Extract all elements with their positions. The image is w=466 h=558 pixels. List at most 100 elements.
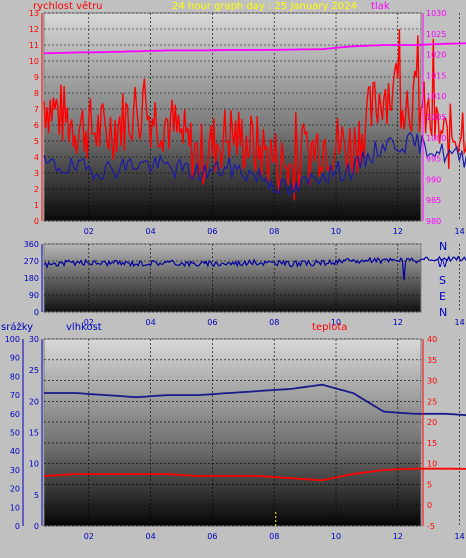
wind-tick-label: 5 <box>34 137 39 146</box>
x-tick-label: 12 <box>393 318 403 327</box>
temp-tick-label: 15 <box>427 439 437 448</box>
x-tick-label: 14 <box>455 318 465 327</box>
direction-tick-label: 90 <box>29 291 39 300</box>
pressure-tick-label: 1030 <box>426 9 446 18</box>
humidity-tick-label: 5 <box>34 491 39 500</box>
x-tick-label: 08 <box>269 532 279 541</box>
rain-tick-label: 90 <box>10 354 20 363</box>
temp-tick-label: 30 <box>427 377 437 386</box>
temp-tick-label: 40 <box>427 335 437 344</box>
wind-tick-label: 2 <box>34 185 39 194</box>
wind-tick-label: 4 <box>34 153 39 162</box>
x-tick-label: 02 <box>84 532 94 541</box>
pressure-tick-label: 980 <box>426 217 441 226</box>
dir-letter-s: S <box>439 274 446 287</box>
pressure-tick-label: 1005 <box>426 113 446 122</box>
wind-gust-line <box>43 131 466 198</box>
x-tick-label: 08 <box>269 227 279 236</box>
temp-tick-label: 10 <box>427 460 437 469</box>
pressure-line <box>43 42 466 55</box>
x-tick-label: 06 <box>207 318 217 327</box>
x-tick-label: 06 <box>207 532 217 541</box>
wind-tick-label: 0 <box>34 217 39 226</box>
x-tick-label: 12 <box>393 227 403 236</box>
rain-tick-label: 70 <box>10 391 20 400</box>
pressure-tick-label: 995 <box>426 155 441 164</box>
wind-speed-header: rychlost větru <box>33 0 103 12</box>
humidity-tick-label: 10 <box>29 460 39 469</box>
wind-direction-line <box>43 255 466 281</box>
pressure-tick-label: 990 <box>426 175 441 184</box>
dir-letter-w: W <box>437 257 448 270</box>
x-tick-label: 04 <box>146 318 156 327</box>
rain-tick-label: 10 <box>10 503 20 512</box>
humidity-tick-label: 25 <box>29 366 39 375</box>
direction-tick-label: 180 <box>24 274 39 283</box>
x-tick-label: 02 <box>84 227 94 236</box>
pressure-tick-label: 1010 <box>426 92 446 101</box>
dir-letter-n-bottom: N <box>439 306 447 319</box>
pressure-tick-label: 1020 <box>426 51 446 60</box>
rain-tick-label: 100 <box>5 335 20 344</box>
wind-plot-area <box>43 12 422 222</box>
wind-tick-label: 10 <box>29 57 39 66</box>
direction-tick-label: 360 <box>24 240 39 249</box>
dir-letter-n-top: N <box>439 240 447 253</box>
x-tick-label: 06 <box>207 227 217 236</box>
rain-tick-label: 30 <box>10 466 20 475</box>
humidity-tick-label: 15 <box>29 429 39 438</box>
humidity-tick-label: 20 <box>29 397 39 406</box>
wind-tick-label: 12 <box>29 25 39 34</box>
pressure-tick-label: 1015 <box>426 71 446 80</box>
humidity-label: vlhkost <box>66 322 102 333</box>
x-tick-label: 02 <box>84 318 94 327</box>
rain-label: srážky <box>1 321 33 333</box>
x-tick-label: 14 <box>455 532 465 541</box>
wind-tick-label: 6 <box>34 121 39 130</box>
rain-tick-label: 80 <box>10 372 20 381</box>
rain-tick-label: 40 <box>10 447 20 456</box>
x-tick-label: 04 <box>146 227 156 236</box>
wind-tick-label: 7 <box>34 105 39 114</box>
pressure-tick-label: 1025 <box>426 30 446 39</box>
wind-tick-label: 1 <box>34 201 39 210</box>
plot-lines <box>43 28 466 526</box>
temp-tick-label: 5 <box>427 480 432 489</box>
x-tick-label: 10 <box>331 532 341 541</box>
x-tick-label: 10 <box>331 318 341 327</box>
x-tick-label: 12 <box>393 532 403 541</box>
humidity-line <box>44 383 466 417</box>
wind-tick-label: 8 <box>34 89 39 98</box>
x-tick-label: 04 <box>146 532 156 541</box>
rain-tick-label: 50 <box>10 429 20 438</box>
x-tick-label: 14 <box>455 227 465 236</box>
wind-tick-label: 13 <box>29 9 39 18</box>
pressure-tick-label: 985 <box>426 196 441 205</box>
direction-tick-label: 0 <box>34 308 39 317</box>
tick-labels: 0204060810121416182022000204060810121416… <box>5 9 465 541</box>
graph-title: 24 hour graph day : 25 January 2024 <box>172 1 357 12</box>
rain-tick-label: 0 <box>15 522 20 531</box>
wind-tick-label: 3 <box>34 169 39 178</box>
pressure-header: tlak <box>371 1 390 12</box>
humidity-tick-label: 30 <box>29 335 39 344</box>
temp-tick-label: -5 <box>427 522 435 531</box>
direction-tick-label: 270 <box>24 257 39 266</box>
pressure-tick-label: 1000 <box>426 134 446 143</box>
temp-tick-label: 35 <box>427 356 437 365</box>
wind-tick-label: 11 <box>29 41 39 50</box>
temp-tick-label: 25 <box>427 397 437 406</box>
temperature-label: teplota <box>312 322 347 333</box>
temp-tick-label: 20 <box>427 418 437 427</box>
x-tick-label: 10 <box>331 227 341 236</box>
temperature-line <box>43 467 466 482</box>
temp-tick-label: 0 <box>427 501 432 510</box>
dir-letter-e: E <box>439 290 446 303</box>
humidity-temp-plot-area <box>43 338 422 527</box>
humidity-tick-label: 0 <box>34 522 39 531</box>
rain-tick-label: 60 <box>10 410 20 419</box>
wind-tick-label: 9 <box>34 73 39 82</box>
wind-speed-line <box>43 28 466 201</box>
